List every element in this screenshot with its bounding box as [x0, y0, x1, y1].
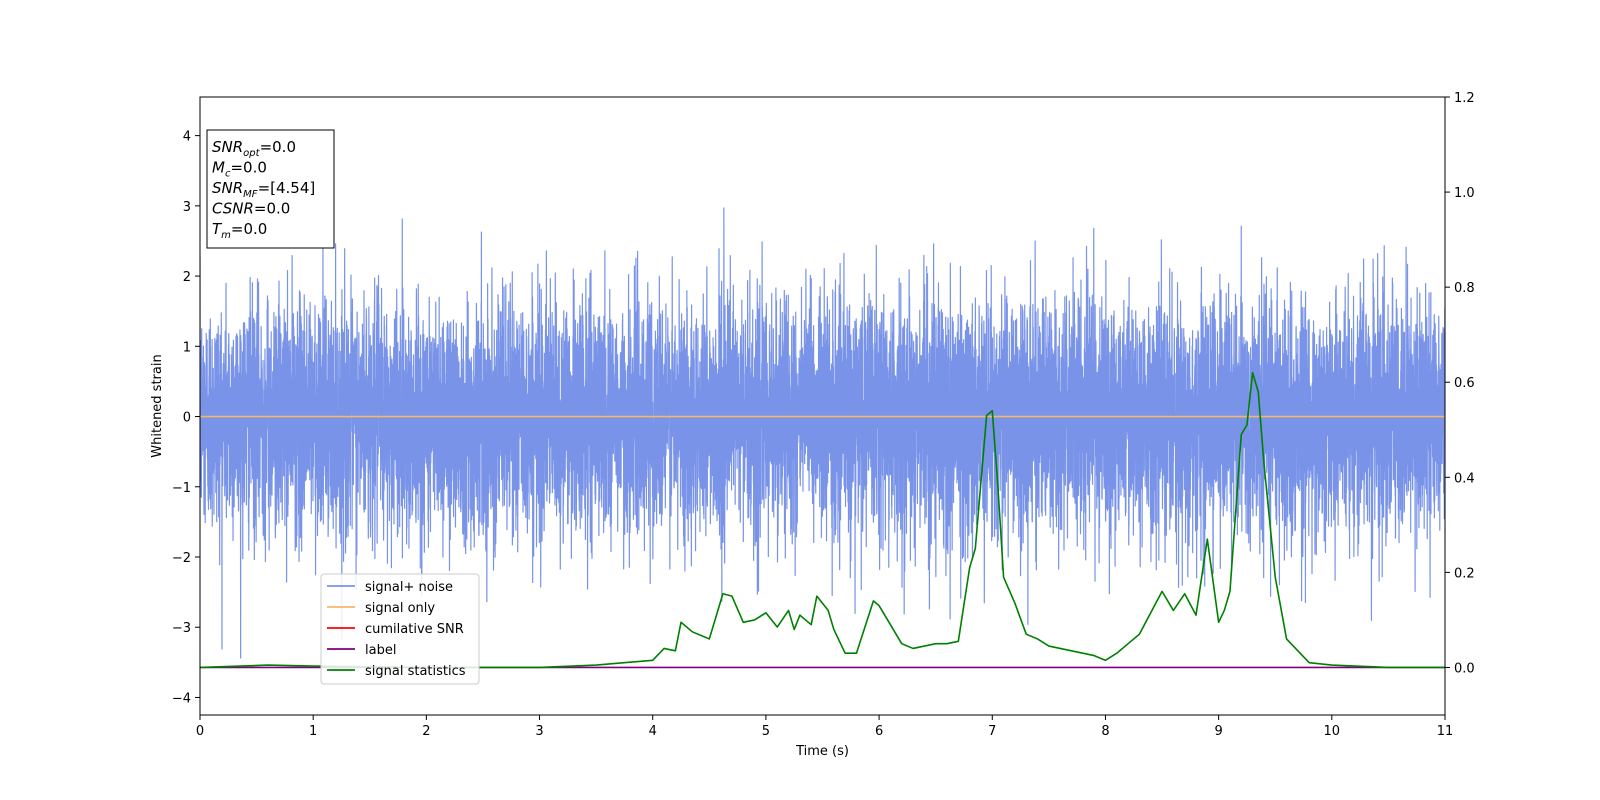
annotation-value: =0.0: [260, 138, 296, 156]
legend-label: signal+ noise: [365, 580, 453, 595]
annotation-value: =0.0: [231, 220, 267, 238]
x-tick-label: 10: [1324, 724, 1341, 739]
y-right-tick-label: 0.4: [1454, 471, 1475, 486]
annotation-subscript: MF: [243, 189, 258, 200]
annotation-line: CSNR=0.0: [212, 200, 290, 218]
y-right-tick-label: 0.2: [1454, 566, 1475, 581]
annotation-line: Tm=0.0: [212, 220, 267, 241]
annotation-symbol: CSNR: [212, 200, 254, 218]
axes: 0 1 2 3 4 5 6 7 8 9 10 11 −4 −3 −2 −1 0 1 2 3 4 0.0 0.2 0.4 0.6 0…: [150, 91, 1475, 759]
legend-label: signal statistics: [365, 664, 466, 679]
y-right-tick-label: 0.0: [1454, 661, 1475, 676]
annotation-subscript: m: [221, 230, 231, 241]
x-tick-label: 6: [875, 724, 883, 739]
axes-frame: [199, 96, 1446, 716]
x-tick-label: 4: [649, 724, 657, 739]
annotation-symbol: SNR: [212, 138, 243, 156]
x-axis-label: Time (s): [795, 744, 849, 759]
y-left-tick-label: −4: [172, 691, 191, 706]
y-left-tick-label: 4: [183, 130, 191, 145]
y-right-tick-label: 0.6: [1454, 376, 1475, 391]
legend-label: signal only: [365, 601, 435, 616]
x-tick-label: 7: [988, 724, 996, 739]
x-tick-label: 3: [535, 724, 543, 739]
y-axis-label: Whitened strain: [150, 354, 165, 457]
annotation-symbol: T: [212, 220, 223, 238]
annotation-box: SNRopt=0.0Mc=0.0SNRMF=[4.54]CSNR=0.0Tm=0…: [206, 129, 335, 249]
annotation-symbol: M: [212, 159, 225, 177]
annotation-subscript: c: [225, 169, 231, 180]
annotation-line: SNRopt=0.0: [212, 138, 296, 159]
annotation-frame: [206, 129, 335, 249]
legend: signal+ noise signal only cumilative SNR la…: [320, 573, 480, 685]
legend-label: cumilative SNR: [365, 622, 464, 637]
y-right-tick-label: 0.8: [1454, 281, 1475, 296]
annotation-value: =0.0: [230, 159, 266, 177]
series-line-4: [200, 371, 1445, 669]
x-tick-label: 11: [1437, 724, 1454, 739]
series-signal-noise-line: [200, 207, 1445, 659]
y-left-tick-label: 1: [183, 340, 191, 355]
x-tick-label: 5: [762, 724, 770, 739]
y-left-tick-label: 0: [183, 411, 191, 426]
x-tick-label: 2: [422, 724, 430, 739]
x-tick-label: 1: [309, 724, 317, 739]
annotation-line: SNRMF=[4.54]: [212, 179, 315, 200]
legend-frame: [320, 573, 480, 685]
annotation-value: =[4.54]: [258, 179, 316, 197]
y-left-tick-label: −1: [172, 481, 191, 496]
y-left-tick-label: 3: [183, 200, 191, 215]
legend-label: label: [365, 643, 396, 658]
y-left-tick-label: 2: [183, 270, 191, 285]
y-right-tick-label: 1.2: [1454, 91, 1475, 106]
y-right-tick-label: 1.0: [1454, 186, 1475, 201]
annotation-symbol: SNR: [212, 179, 243, 197]
annotation-line: Mc=0.0: [212, 159, 267, 180]
annotation-subscript: opt: [243, 148, 260, 159]
x-tick-label: 9: [1214, 724, 1222, 739]
x-tick-label: 0: [196, 724, 204, 739]
y-left-tick-label: −2: [172, 551, 191, 566]
x-tick-label: 8: [1101, 724, 1109, 739]
annotation-value: =0.0: [254, 200, 290, 218]
y-left-tick-label: −3: [172, 621, 191, 636]
